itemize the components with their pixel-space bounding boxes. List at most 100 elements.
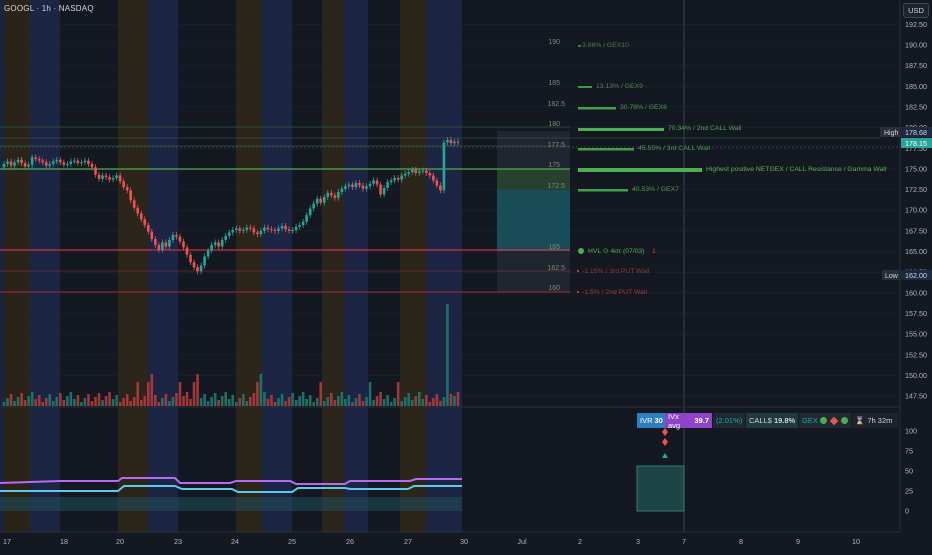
strike-162-5: 162.5 [547, 265, 565, 272]
ivx-label: IVx avg [668, 411, 681, 430]
calls-value: 19.8% [773, 416, 796, 425]
strike-190: 190 [548, 39, 560, 46]
iv-line-cyan [0, 485, 462, 493]
time-tick: 2 [578, 537, 582, 546]
teal-zone-box [497, 190, 570, 251]
gex-dot-icon [840, 417, 848, 424]
gex-label: GEX [802, 416, 818, 425]
timer-value: 7h 32m [867, 416, 893, 425]
strike-160: 160 [548, 285, 560, 292]
ivx-badge: IVx avg 39.7 [665, 411, 712, 430]
price-tick: 192.50 [905, 20, 927, 29]
strike-180: 180 [548, 121, 560, 128]
time-axis[interactable]: 17 18 20 23 24 25 26 27 30 Jul 2 3 7 8 9 10 [3, 537, 860, 546]
price-tick: 147.50 [905, 392, 927, 401]
note-gex9: 13.13% / GEX9 [596, 83, 643, 90]
time-tick: 18 [60, 537, 68, 546]
price-tick: 165.00 [905, 247, 927, 256]
time-tick: 3 [636, 537, 640, 546]
gex-diamond-icon [829, 416, 839, 425]
price-tick: 175.00 [905, 164, 927, 173]
price-tags: High 178.68 178.15 Low 162.00 [880, 127, 932, 280]
timer-badge: ⌛ 7h 32m [852, 413, 898, 428]
ivr-label: IVR [640, 416, 653, 425]
ivr-badge: IVR 30 [637, 413, 665, 428]
strike-labels: 190 185 182.5 180 177.5 175 172.5 165 16… [547, 39, 565, 292]
time-tick: Jul [517, 537, 527, 546]
gex-dot-icon [819, 417, 827, 424]
time-tick: 30 [460, 537, 468, 546]
note-2nd-call-wall: 70.34% / 2nd CALL Wall [668, 125, 742, 132]
price-tick: 190.00 [905, 41, 927, 50]
diamond-marker-icon [662, 438, 668, 446]
strike-175: 175 [548, 162, 560, 169]
volume-bars [2, 304, 460, 406]
time-tick: 7 [682, 537, 686, 546]
triangle-up-icon [662, 453, 668, 458]
iv-indicator-pane [0, 428, 685, 512]
time-tick: 26 [346, 537, 354, 546]
indicator-tick: 75 [905, 447, 913, 456]
price-tick: 170.00 [905, 206, 927, 215]
time-tick: 8 [739, 537, 743, 546]
price-tick: 160.00 [905, 288, 927, 297]
ivr-value: 30 [654, 416, 663, 425]
price-tick: 177.50 [905, 144, 927, 153]
indicator-axis[interactable]: 100 75 50 25 0 [905, 427, 917, 516]
price-axis[interactable]: 192.50190.00187.50185.00182.50180.00177.… [905, 20, 927, 401]
strike-165: 165 [548, 244, 560, 251]
note-netgex: Highest positive NETGEX / CALL Resistanc… [706, 166, 887, 173]
note-gex7: 40.53% / GEX7 [632, 186, 679, 193]
note-gex10: 3.88% / GEX10 [582, 42, 629, 49]
time-tick: 9 [796, 537, 800, 546]
indicator-tick: 50 [905, 467, 913, 476]
indicator-tick: 25 [905, 487, 913, 496]
note-3rd-call-wall: 45.55% / 3rd CALL Wall [638, 145, 711, 152]
high-label: High [884, 130, 899, 137]
strike-182-5: 182.5 [547, 101, 565, 108]
bull-zone-box [497, 169, 570, 190]
strike-172-5: 172.5 [547, 183, 565, 190]
hourglass-icon: ⌛ [855, 416, 865, 425]
ivx-value: 39.7 [694, 416, 709, 425]
price-tick: 155.00 [905, 330, 927, 339]
time-tick: 25 [288, 537, 296, 546]
note-hvl-tag: 1 [652, 248, 656, 255]
price-tick: 187.50 [905, 61, 927, 70]
strike-177-5: 177.5 [547, 142, 565, 149]
price-tick: 182.50 [905, 102, 927, 111]
currency-button[interactable]: USD [903, 3, 929, 18]
iv-line-purple [0, 477, 462, 485]
strike-185: 185 [548, 80, 560, 87]
calls-label: CALL$ [749, 416, 772, 425]
iv-projection-box [636, 465, 685, 512]
gex-badge: GEX [799, 413, 851, 428]
time-tick: 20 [116, 537, 124, 546]
note-gex8: 30.78% / GEX8 [620, 104, 667, 111]
high-value: 178.68 [905, 128, 927, 137]
note-hvl: HVL ⊙ 4στ (07/03) [588, 248, 645, 255]
session-shading [0, 0, 462, 532]
price-candles [2, 137, 460, 275]
note-3rd-put-wall: -1.15% / 3rd PUT Wall [582, 268, 650, 275]
time-tick: 10 [852, 537, 860, 546]
low-label: Low [885, 273, 899, 280]
price-tick: 185.00 [905, 82, 927, 91]
change-badge: (2.01%) [713, 413, 745, 428]
last-price: 178.15 [905, 139, 927, 148]
indicator-tick: 100 [905, 427, 917, 436]
time-tick: 24 [231, 537, 239, 546]
price-tick: 152.50 [905, 350, 927, 359]
price-tick: 150.00 [905, 371, 927, 380]
symbol-title[interactable]: GOOGL · 1h · NASDAQ [4, 4, 94, 13]
time-tick: 17 [3, 537, 11, 546]
diamond-marker-icon [662, 428, 668, 436]
time-tick: 23 [174, 537, 182, 546]
price-tick: 167.50 [905, 226, 927, 235]
price-tick: 172.50 [905, 185, 927, 194]
calls-badge: CALL$ 19.8% [746, 413, 798, 428]
indicator-tick: 0 [905, 507, 909, 516]
low-value: 162.00 [905, 271, 927, 280]
price-tick: 157.50 [905, 309, 927, 318]
